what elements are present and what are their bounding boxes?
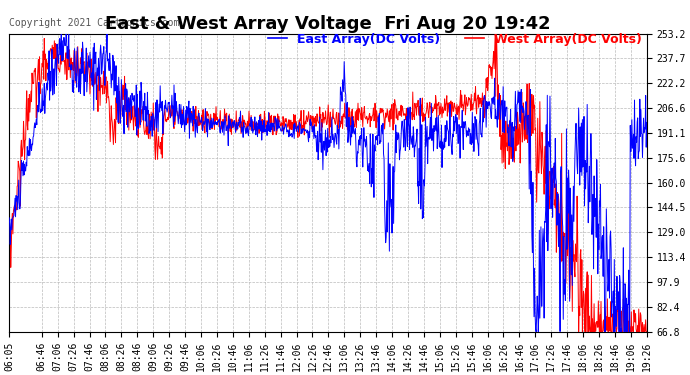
Legend: East Array(DC Volts), West Array(DC Volts): East Array(DC Volts), West Array(DC Volt… (264, 28, 647, 51)
Title: East & West Array Voltage  Fri Aug 20 19:42: East & West Array Voltage Fri Aug 20 19:… (105, 15, 551, 33)
Text: Copyright 2021 Cartronics.com: Copyright 2021 Cartronics.com (9, 18, 179, 28)
